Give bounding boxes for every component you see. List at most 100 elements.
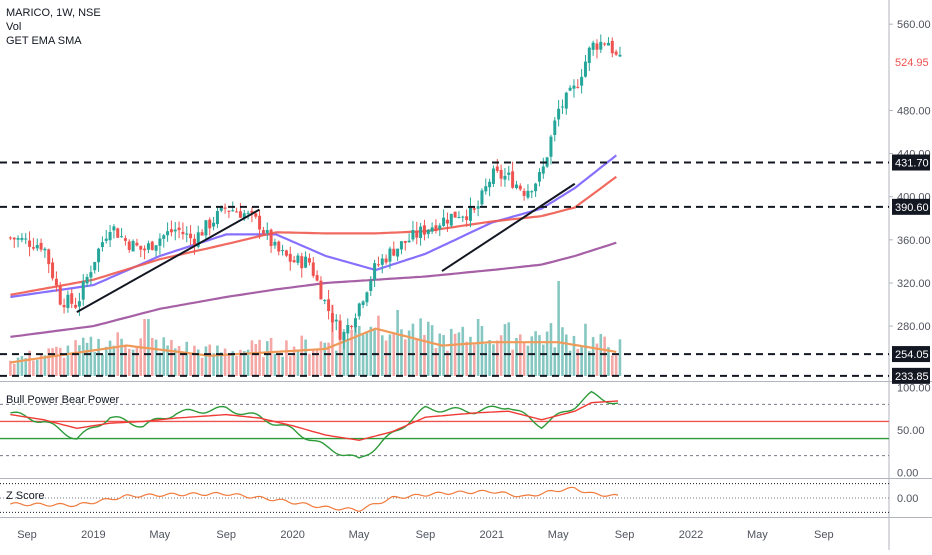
volume-bar bbox=[104, 346, 108, 376]
volume-bar bbox=[576, 348, 580, 376]
candle-body bbox=[468, 206, 472, 221]
volume-indicator-label[interactable]: Vol bbox=[6, 21, 22, 33]
candle-body bbox=[499, 170, 503, 179]
candle-body bbox=[541, 166, 545, 174]
volume-bar bbox=[465, 341, 468, 376]
candle-body bbox=[311, 262, 315, 276]
volume-bar bbox=[373, 329, 376, 376]
candle-body bbox=[8, 237, 12, 239]
candle-body bbox=[185, 233, 189, 235]
volume-bar bbox=[131, 349, 135, 376]
candle-body bbox=[576, 86, 580, 88]
volume-bar bbox=[189, 352, 192, 376]
candle-body bbox=[442, 217, 446, 226]
volume-bar bbox=[170, 339, 173, 376]
volume-bar bbox=[97, 338, 100, 376]
price-tick-label: 320.00 bbox=[897, 278, 931, 290]
candle-body bbox=[277, 241, 281, 252]
trendline[interactable] bbox=[76, 208, 260, 313]
candle-body bbox=[618, 54, 622, 57]
bull-bear-pane-label[interactable]: Bull Power Bear Power bbox=[6, 394, 120, 406]
candle-body bbox=[81, 281, 85, 300]
ema-slow-line bbox=[10, 175, 617, 296]
candle-body bbox=[426, 229, 430, 235]
price-tick-label: 360.00 bbox=[897, 235, 931, 247]
volume-bar bbox=[534, 331, 537, 376]
candle-body bbox=[357, 303, 361, 317]
symbol-title[interactable]: MARICO, 1W, NSE bbox=[6, 7, 101, 19]
candle-body bbox=[399, 241, 403, 250]
volume-bar bbox=[331, 304, 334, 376]
volume-bar bbox=[223, 348, 227, 376]
volume-bar bbox=[311, 348, 315, 376]
candle-body bbox=[246, 212, 250, 214]
volume-bar bbox=[162, 337, 166, 376]
candle-body bbox=[288, 253, 292, 262]
candle-body bbox=[166, 231, 170, 236]
volume-bar bbox=[200, 357, 204, 376]
volume-bar bbox=[265, 341, 269, 376]
candle-body bbox=[150, 241, 154, 250]
price-badge-label: 524.95 bbox=[895, 57, 929, 69]
candle-body bbox=[392, 248, 396, 256]
volume-bar bbox=[9, 360, 12, 376]
candle-body bbox=[484, 186, 488, 192]
trendline[interactable] bbox=[441, 182, 576, 272]
candle-body bbox=[93, 261, 97, 271]
volume-bar bbox=[300, 335, 304, 376]
candle-body bbox=[373, 263, 377, 280]
zscore-pane-label[interactable]: Z Score bbox=[6, 490, 45, 502]
volume-bar bbox=[403, 339, 407, 376]
volume-bar bbox=[380, 335, 384, 376]
candle-body bbox=[560, 106, 564, 108]
volume-bar bbox=[584, 323, 587, 376]
level-price-badge bbox=[892, 198, 930, 215]
candle-body bbox=[606, 42, 610, 46]
candle-body bbox=[265, 230, 269, 234]
candle-body bbox=[461, 216, 465, 218]
price-tick-label: 560.00 bbox=[897, 19, 931, 31]
volume-bar bbox=[530, 336, 534, 376]
volume-bar bbox=[124, 345, 127, 376]
candle-body bbox=[269, 229, 273, 247]
level-price-badge bbox=[892, 154, 930, 171]
candle-body bbox=[327, 299, 331, 311]
volume-bar bbox=[419, 318, 422, 376]
x-axis-tick-label: 2021 bbox=[480, 529, 504, 541]
volume-bar bbox=[511, 349, 514, 376]
x-axis-tick-label: 2019 bbox=[81, 529, 105, 541]
volume-bar bbox=[568, 350, 572, 376]
ema-sma-indicator-label[interactable]: GET EMA SMA bbox=[6, 35, 82, 47]
candle-body bbox=[70, 293, 74, 304]
volume-bar bbox=[308, 353, 311, 376]
volume-bar bbox=[334, 350, 338, 376]
volume-bar bbox=[81, 337, 85, 376]
candle-body bbox=[488, 181, 492, 188]
candle-body bbox=[143, 248, 147, 251]
candle-body bbox=[553, 120, 557, 136]
volume-bar bbox=[116, 332, 120, 376]
volume-bar bbox=[250, 340, 254, 376]
candle-body bbox=[603, 43, 607, 45]
volume-bar bbox=[545, 331, 549, 376]
volume-bar bbox=[16, 357, 20, 376]
volume-bar bbox=[492, 344, 495, 376]
candle-body bbox=[261, 230, 265, 234]
candle-body bbox=[530, 191, 534, 193]
candle-body bbox=[20, 237, 24, 240]
candle-body bbox=[100, 242, 104, 248]
volume-bar bbox=[469, 336, 472, 376]
volume-bar bbox=[354, 323, 357, 376]
volume-bar bbox=[392, 333, 396, 376]
candle-body bbox=[127, 241, 131, 250]
volume-bar bbox=[219, 352, 223, 376]
candle-body bbox=[169, 229, 173, 233]
candle-body bbox=[449, 213, 453, 226]
candle-body bbox=[388, 248, 392, 262]
volume-bar bbox=[400, 329, 403, 376]
volume-bar bbox=[108, 340, 112, 376]
volume-bar bbox=[549, 323, 553, 376]
candle-body bbox=[518, 185, 522, 190]
candle-body bbox=[480, 190, 484, 205]
volume-bar bbox=[70, 353, 74, 376]
